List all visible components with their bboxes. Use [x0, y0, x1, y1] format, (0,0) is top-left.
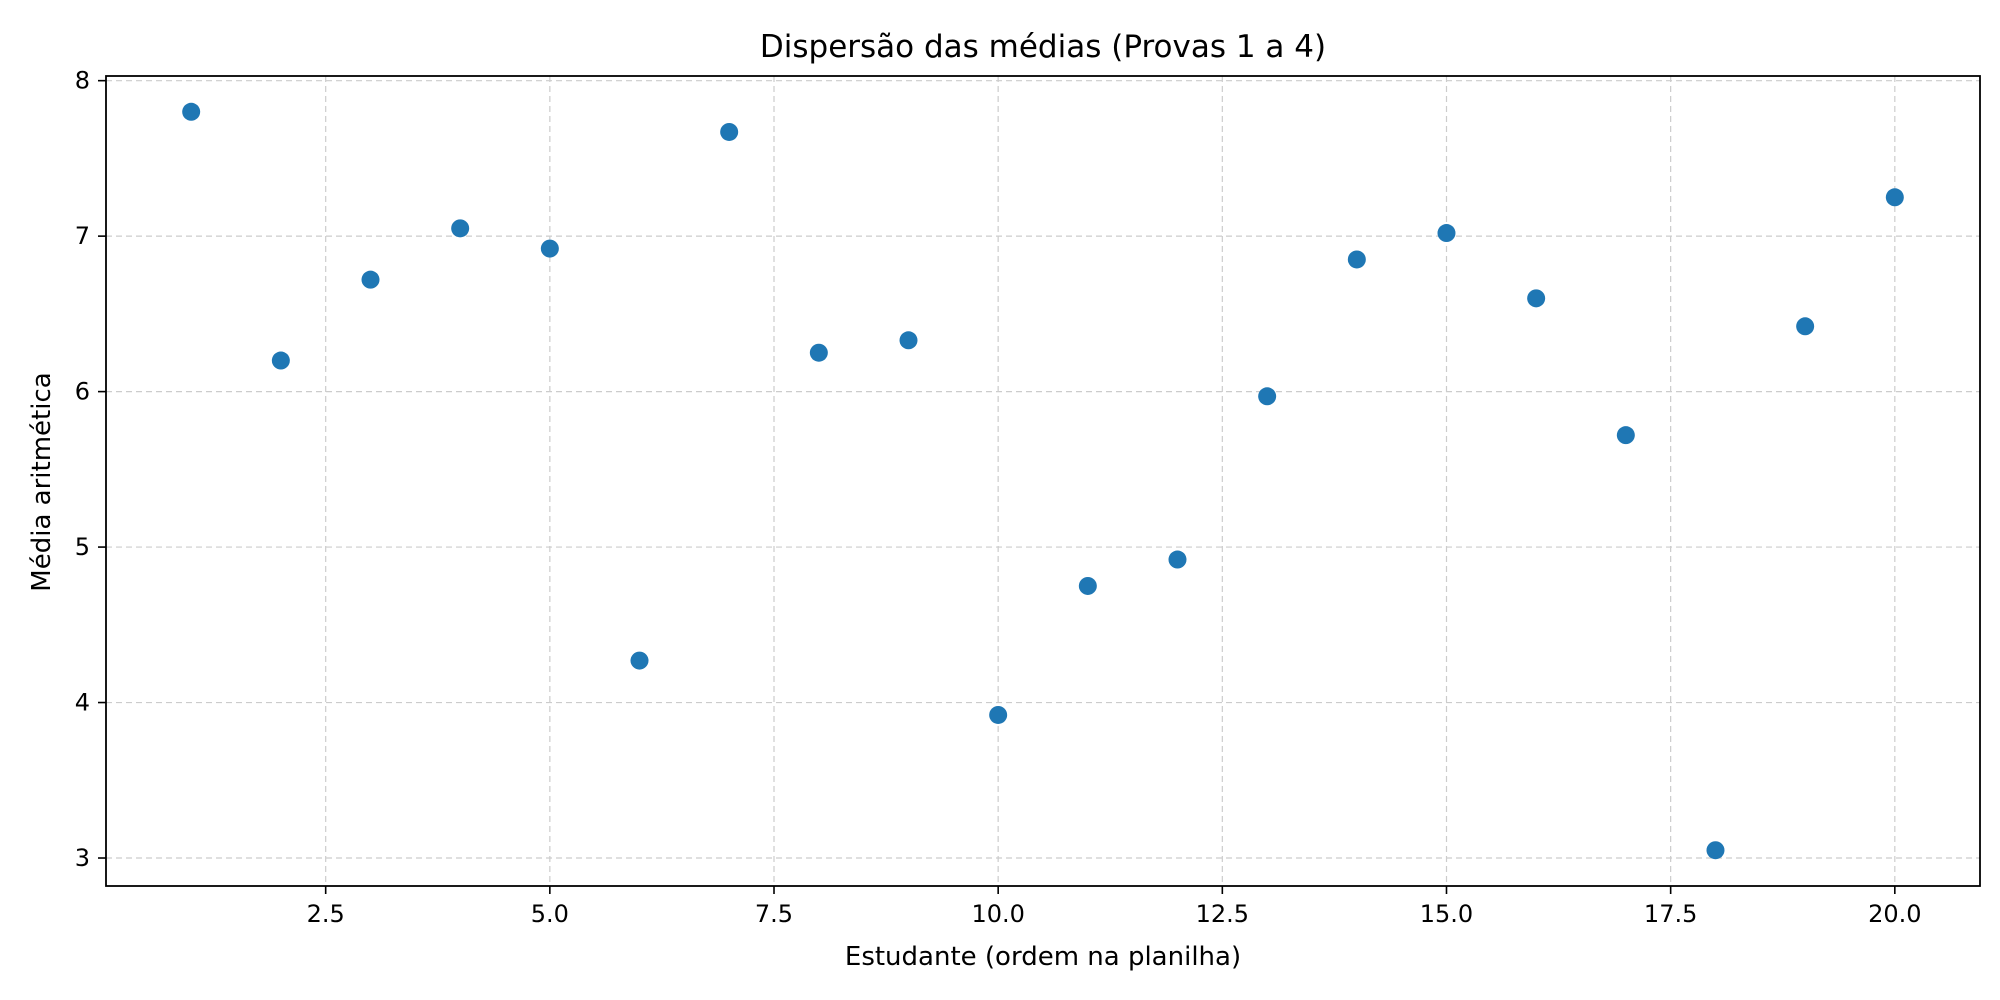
y-tick-label: 5 [75, 533, 90, 561]
x-tick-label: 15.0 [1420, 900, 1473, 928]
x-tick-label: 10.0 [971, 900, 1024, 928]
y-tick-label: 4 [75, 689, 90, 717]
points-layer [182, 102, 1904, 860]
x-tick-label: 7.5 [755, 900, 793, 928]
data-point [1616, 426, 1635, 445]
x-tick-label: 20.0 [1868, 900, 1921, 928]
data-point [809, 343, 828, 362]
data-point [630, 651, 649, 670]
data-point [1258, 387, 1277, 406]
x-tick-label: 17.5 [1644, 900, 1697, 928]
data-point [1527, 289, 1546, 308]
ticks-layer: 2.5 5.0 7.5 10.0 12.5 15.0 17.5 20.0 3 4 5 6 7 8 [75, 67, 1922, 928]
data-point [361, 270, 380, 289]
data-point [1437, 224, 1456, 243]
x-axis-label: Estudante (ordem na planilha) [845, 942, 1241, 972]
chart-title: Dispersão das médias (Provas 1 a 4) [760, 29, 1326, 65]
plot-frame [105, 75, 1981, 887]
data-point [899, 331, 918, 350]
x-tick-label: 12.5 [1196, 900, 1249, 928]
data-point [182, 102, 201, 121]
data-point [1078, 576, 1097, 595]
data-point [1347, 250, 1366, 269]
data-point [720, 122, 739, 141]
data-point [1168, 550, 1187, 569]
y-tick-label: 6 [75, 378, 90, 406]
data-point [540, 239, 559, 258]
data-point [1796, 317, 1815, 336]
y-tick-label: 3 [75, 844, 90, 872]
x-tick-label: 5.0 [531, 900, 569, 928]
data-point [1706, 841, 1725, 860]
data-point [271, 351, 290, 370]
grid-layer [106, 76, 1980, 886]
y-axis-label: Média aritmética [27, 372, 57, 591]
y-tick-label: 8 [75, 67, 90, 95]
data-point [989, 705, 1008, 724]
data-point [451, 219, 470, 238]
data-point [1885, 188, 1904, 207]
y-tick-label: 7 [75, 222, 90, 250]
x-tick-label: 2.5 [307, 900, 345, 928]
